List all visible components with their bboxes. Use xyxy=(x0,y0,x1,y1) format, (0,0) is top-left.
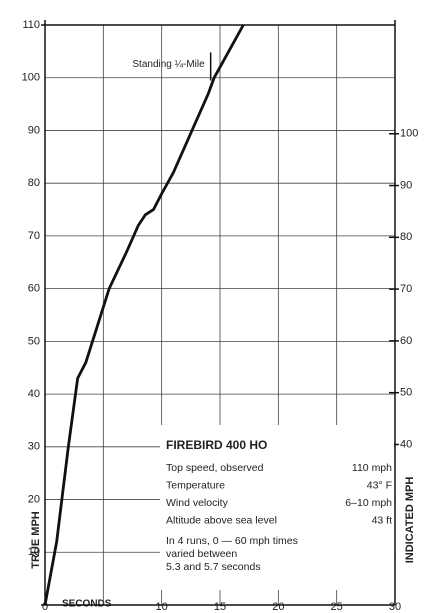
y-tick-label: 30 xyxy=(28,441,40,453)
info-value: 110 mph xyxy=(352,462,392,474)
y-tick-label: 90 xyxy=(28,124,40,136)
x-tick-label: 25 xyxy=(331,601,343,613)
x-tick-label: 15 xyxy=(214,601,226,613)
info-note: varied between xyxy=(166,548,237,560)
info-label: Temperature xyxy=(166,479,225,491)
info-value: 43° F xyxy=(367,479,392,491)
info-box: FIREBIRD 400 HO Top speed, observed 110 mp… xyxy=(160,425,394,590)
y-axis-label: TRUE MPH xyxy=(30,511,42,569)
y-tick-label: 110 xyxy=(22,19,40,31)
info-title: FIREBIRD 400 HO xyxy=(166,438,267,452)
y-tick-label: 20 xyxy=(28,493,40,505)
y-tick-label: 60 xyxy=(28,283,40,295)
speed-curve xyxy=(43,24,245,606)
y2-tick-label: 60 xyxy=(400,335,412,347)
x-tick-label: 20 xyxy=(272,601,284,613)
y-tick-label: 40 xyxy=(28,388,40,400)
info-label: Top speed, observed xyxy=(166,462,264,474)
info-value: 43 ft xyxy=(372,514,393,526)
info-note: In 4 runs, 0 — 60 mph times xyxy=(166,535,298,547)
y2-axis-label: INDICATED MPH xyxy=(404,477,416,564)
y2-tick-label: 80 xyxy=(400,231,412,243)
y2-tick-label: 70 xyxy=(400,283,412,295)
y2-tick-label: 100 xyxy=(400,128,418,140)
annotation: Standing ¼-Mile xyxy=(132,58,205,70)
y-tick-label: 70 xyxy=(28,230,40,242)
x-tick-label: 10 xyxy=(156,601,168,613)
info-note: 5.3 and 5.7 seconds xyxy=(166,561,261,573)
info-value: 6–10 mph xyxy=(345,497,392,509)
info-background xyxy=(160,425,394,590)
y2-tick-label: 50 xyxy=(400,387,412,399)
y2-tick-label: 90 xyxy=(400,179,412,191)
y-tick-label: 50 xyxy=(28,335,40,347)
y-tick-label: 100 xyxy=(22,72,40,84)
y2-tick-label: 40 xyxy=(400,438,412,450)
y-tick-label: 10 xyxy=(28,546,40,558)
x-tick-label: 0 xyxy=(42,601,48,613)
info-label: Wind velocity xyxy=(166,497,229,509)
x-axis-label: SECONDS xyxy=(62,599,112,610)
info-label: Altitude above sea level xyxy=(166,514,277,526)
x-tick-label: 30 xyxy=(389,601,401,613)
y-tick-label: 80 xyxy=(28,177,40,189)
